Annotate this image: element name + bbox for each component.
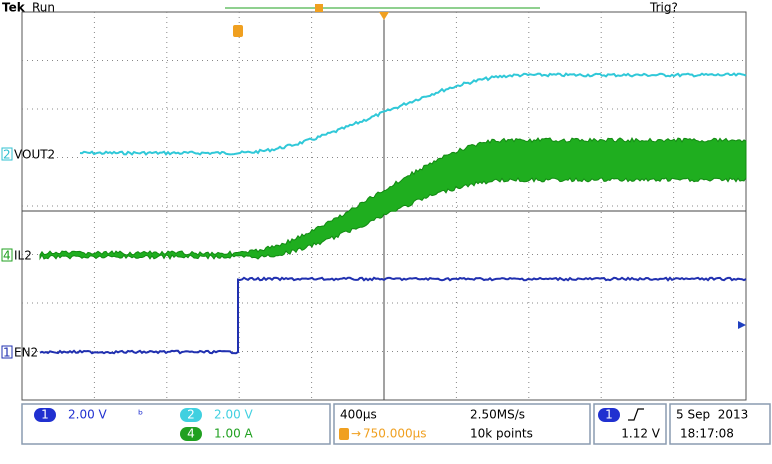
ch2-scale: 2.00 V bbox=[214, 408, 254, 422]
brand: Tek bbox=[2, 1, 26, 15]
horizontal-readout-box bbox=[333, 403, 591, 445]
ch1-bw-icon: ᵇ bbox=[138, 408, 143, 422]
ch1-label: EN2 bbox=[14, 346, 38, 360]
trigger-icon bbox=[339, 428, 349, 440]
trigger-source: 1 bbox=[605, 408, 613, 422]
ch4-label: IL2 bbox=[14, 249, 32, 263]
ch4-badge bbox=[1, 248, 13, 262]
ch1-chip bbox=[34, 408, 56, 422]
trigger-position-marker bbox=[379, 12, 389, 20]
ch4-chip bbox=[180, 427, 202, 441]
timebase: 400µs bbox=[340, 408, 377, 422]
vout2-trace bbox=[79, 72, 747, 156]
ch1-scale: 2.00 V bbox=[68, 408, 108, 422]
trigger-source-chip bbox=[598, 408, 620, 422]
trigger-level: 1.12 V bbox=[621, 427, 661, 441]
record-length: 10k points bbox=[470, 427, 533, 441]
edge-icon bbox=[628, 408, 644, 421]
run-state: Run bbox=[32, 1, 55, 15]
il2-trace bbox=[39, 137, 747, 261]
trigger-level-marker bbox=[738, 321, 746, 329]
trigger-state: Trig? bbox=[649, 1, 678, 15]
ch1-chip-number: 1 bbox=[41, 408, 49, 422]
en2-trace bbox=[39, 276, 747, 355]
ch1-number: 1 bbox=[3, 346, 11, 360]
channel-readout-box bbox=[21, 403, 331, 445]
ch1-badge bbox=[1, 345, 13, 359]
date: 5 Sep 2013 bbox=[676, 408, 748, 422]
ch4-number: 4 bbox=[3, 249, 11, 263]
ch4-chip-number: 4 bbox=[187, 427, 195, 441]
ch2-chip bbox=[180, 408, 202, 422]
clock-box bbox=[669, 403, 771, 445]
traces bbox=[39, 72, 747, 355]
ch2-label: VOUT2 bbox=[14, 148, 55, 162]
ch4-scale: 1.00 A bbox=[214, 427, 254, 441]
trigger-arrow: → bbox=[351, 427, 361, 441]
sample-rate: 2.50MS/s bbox=[470, 408, 525, 422]
time: 18:17:08 bbox=[680, 427, 734, 441]
ch2-number: 2 bbox=[3, 148, 11, 162]
ch2-chip-number: 2 bbox=[187, 408, 195, 422]
ch2-badge bbox=[1, 147, 13, 161]
trigger-marker bbox=[233, 25, 243, 37]
view-marker bbox=[315, 4, 323, 12]
trigger-position: 750.000µs bbox=[363, 427, 427, 441]
